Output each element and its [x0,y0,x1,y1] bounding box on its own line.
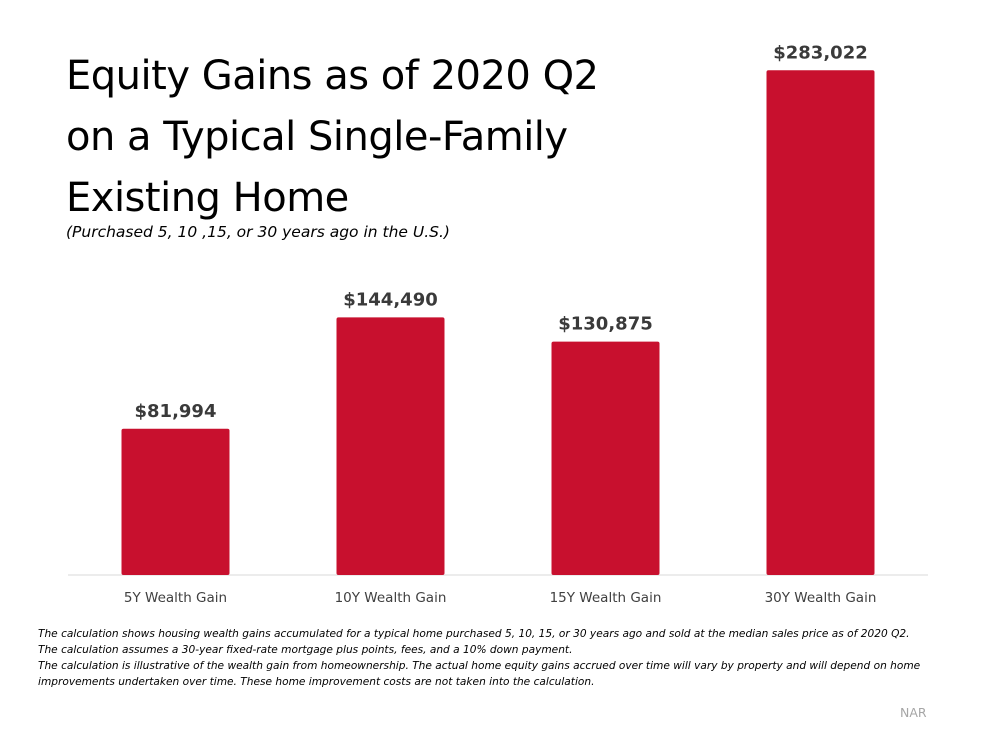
x-tick-label-1: 5Y Wealth Gain [124,590,227,606]
bar-1 [121,428,230,575]
chart-title: Equity Gains as of 2020 Q2 on a Typical … [66,46,686,229]
x-tick-label-4: 30Y Wealth Gain [765,590,877,606]
data-label-2: $144,490 [343,289,438,310]
footnote-2: The calculation assumes a 30-year fixed-… [38,644,573,656]
data-label-4: $283,022 [773,42,868,63]
bar-2 [336,317,445,575]
chart-title-line-1: Equity Gains as of 2020 Q2 [66,53,599,99]
bar-4 [766,70,875,575]
x-tick-label-3: 15Y Wealth Gain [550,590,662,606]
x-tick-label-2: 10Y Wealth Gain [335,590,447,606]
data-label-1: $81,994 [135,401,217,422]
data-label-3: $130,875 [558,314,653,335]
chart-title-line-3: Existing Home [66,175,349,221]
source-label: NAR [900,705,927,720]
footnote-1: The calculation shows housing wealth gai… [38,628,910,640]
chart-title-line-2: on a Typical Single-Family [66,114,568,160]
bar-3 [551,341,660,575]
footnotes: The calculation shows housing wealth gai… [38,626,978,690]
chart-subtitle: (Purchased 5, 10 ,15, or 30 years ago in… [66,223,450,241]
footnote-3: The calculation is illustrative of the w… [38,660,921,688]
